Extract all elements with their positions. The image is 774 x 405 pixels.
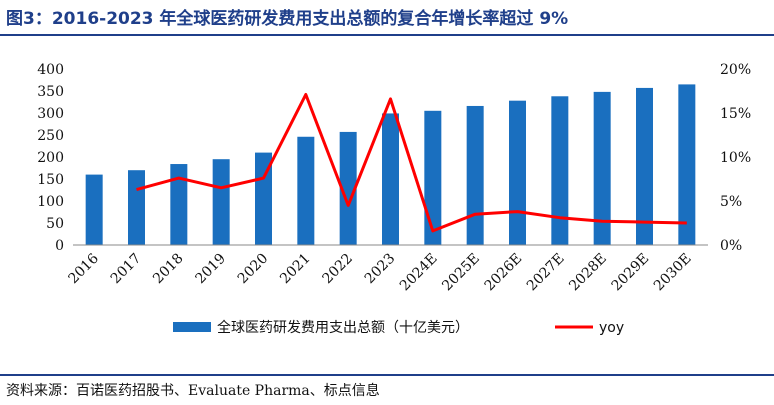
source-rule: [0, 374, 774, 376]
bar: [466, 105, 484, 246]
y-axis-right: 0% 5% 10% 15% 20%: [720, 62, 751, 254]
y-left-tick-label: 350: [37, 84, 64, 100]
bar: [128, 170, 145, 245]
bar: [593, 91, 611, 245]
y-axis-left: 0 50 100 150 200 250 300 350 400: [37, 62, 64, 254]
x-tick-label: 2017: [108, 251, 145, 288]
bar: [212, 159, 230, 245]
y-left-tick-label: 0: [55, 238, 64, 254]
x-tick-label: 2016: [65, 250, 102, 287]
bar: [424, 110, 442, 245]
bar: [85, 174, 103, 245]
y-right-tick-label: 15%: [720, 106, 751, 122]
y-left-tick-label: 50: [46, 216, 64, 232]
legend-bar-swatch: [173, 322, 211, 332]
legend-line-label: yoy: [599, 320, 624, 336]
bar: [678, 84, 696, 246]
x-tick-label: 2030E: [651, 251, 695, 295]
title-rule: [0, 34, 774, 36]
y-right-tick-label: 10%: [720, 150, 751, 166]
bar: [255, 152, 272, 245]
x-tick-label: 2020: [235, 251, 272, 288]
x-tick-label: 2018: [150, 251, 187, 288]
x-tick-label: 2022: [319, 251, 356, 288]
y-right-tick-label: 20%: [720, 62, 751, 78]
chart-title: 图3：2016-2023 年全球医药研发费用支出总额的复合年增长率超过 9%: [6, 9, 569, 29]
x-tick-label: 2028E: [566, 251, 610, 295]
bar: [636, 87, 653, 245]
bar: [170, 164, 188, 245]
x-tick-label: 2023: [362, 251, 399, 288]
y-left-tick-label: 400: [37, 62, 64, 78]
source-note: 资料来源：百诺医药招股书、Evaluate Pharma、标点信息: [6, 383, 380, 399]
bar: [339, 131, 357, 245]
y-left-tick-label: 100: [37, 194, 64, 210]
y-left-tick-label: 300: [37, 106, 64, 122]
x-tick-label: 2019: [192, 251, 229, 288]
x-tick-label: 2021: [277, 251, 314, 288]
bar-series: [85, 84, 696, 246]
y-left-tick-label: 150: [37, 172, 64, 188]
bar: [551, 96, 569, 245]
bar: [382, 113, 399, 245]
x-tick-label: 2027E: [524, 251, 568, 295]
y-right-tick-label: 0%: [720, 238, 742, 254]
x-tick-label: 2026E: [482, 251, 526, 295]
y-left-tick-label: 250: [37, 128, 64, 144]
x-tick-label: 2025E: [439, 251, 483, 295]
legend-bar-label: 全球医药研发费用支出总额（十亿美元）: [217, 319, 469, 336]
combo-chart: 0 50 100 150 200 250 300 350 400 0% 5% 10% 15% 20% 2…: [37, 62, 751, 336]
y-left-tick-label: 200: [37, 150, 64, 166]
legend: 全球医药研发费用支出总额（十亿美元） yoy: [173, 319, 624, 336]
yoy-line: [136, 93, 687, 233]
bar: [509, 100, 526, 246]
bar: [297, 136, 315, 245]
x-axis-ticks: 2016 2017 2018 2019 2020 2021 2022 20232024E202…: [65, 250, 694, 294]
x-tick-label: 2029E: [609, 251, 653, 295]
y-right-tick-label: 5%: [720, 194, 742, 210]
x-tick-label: 2024E: [397, 251, 441, 295]
